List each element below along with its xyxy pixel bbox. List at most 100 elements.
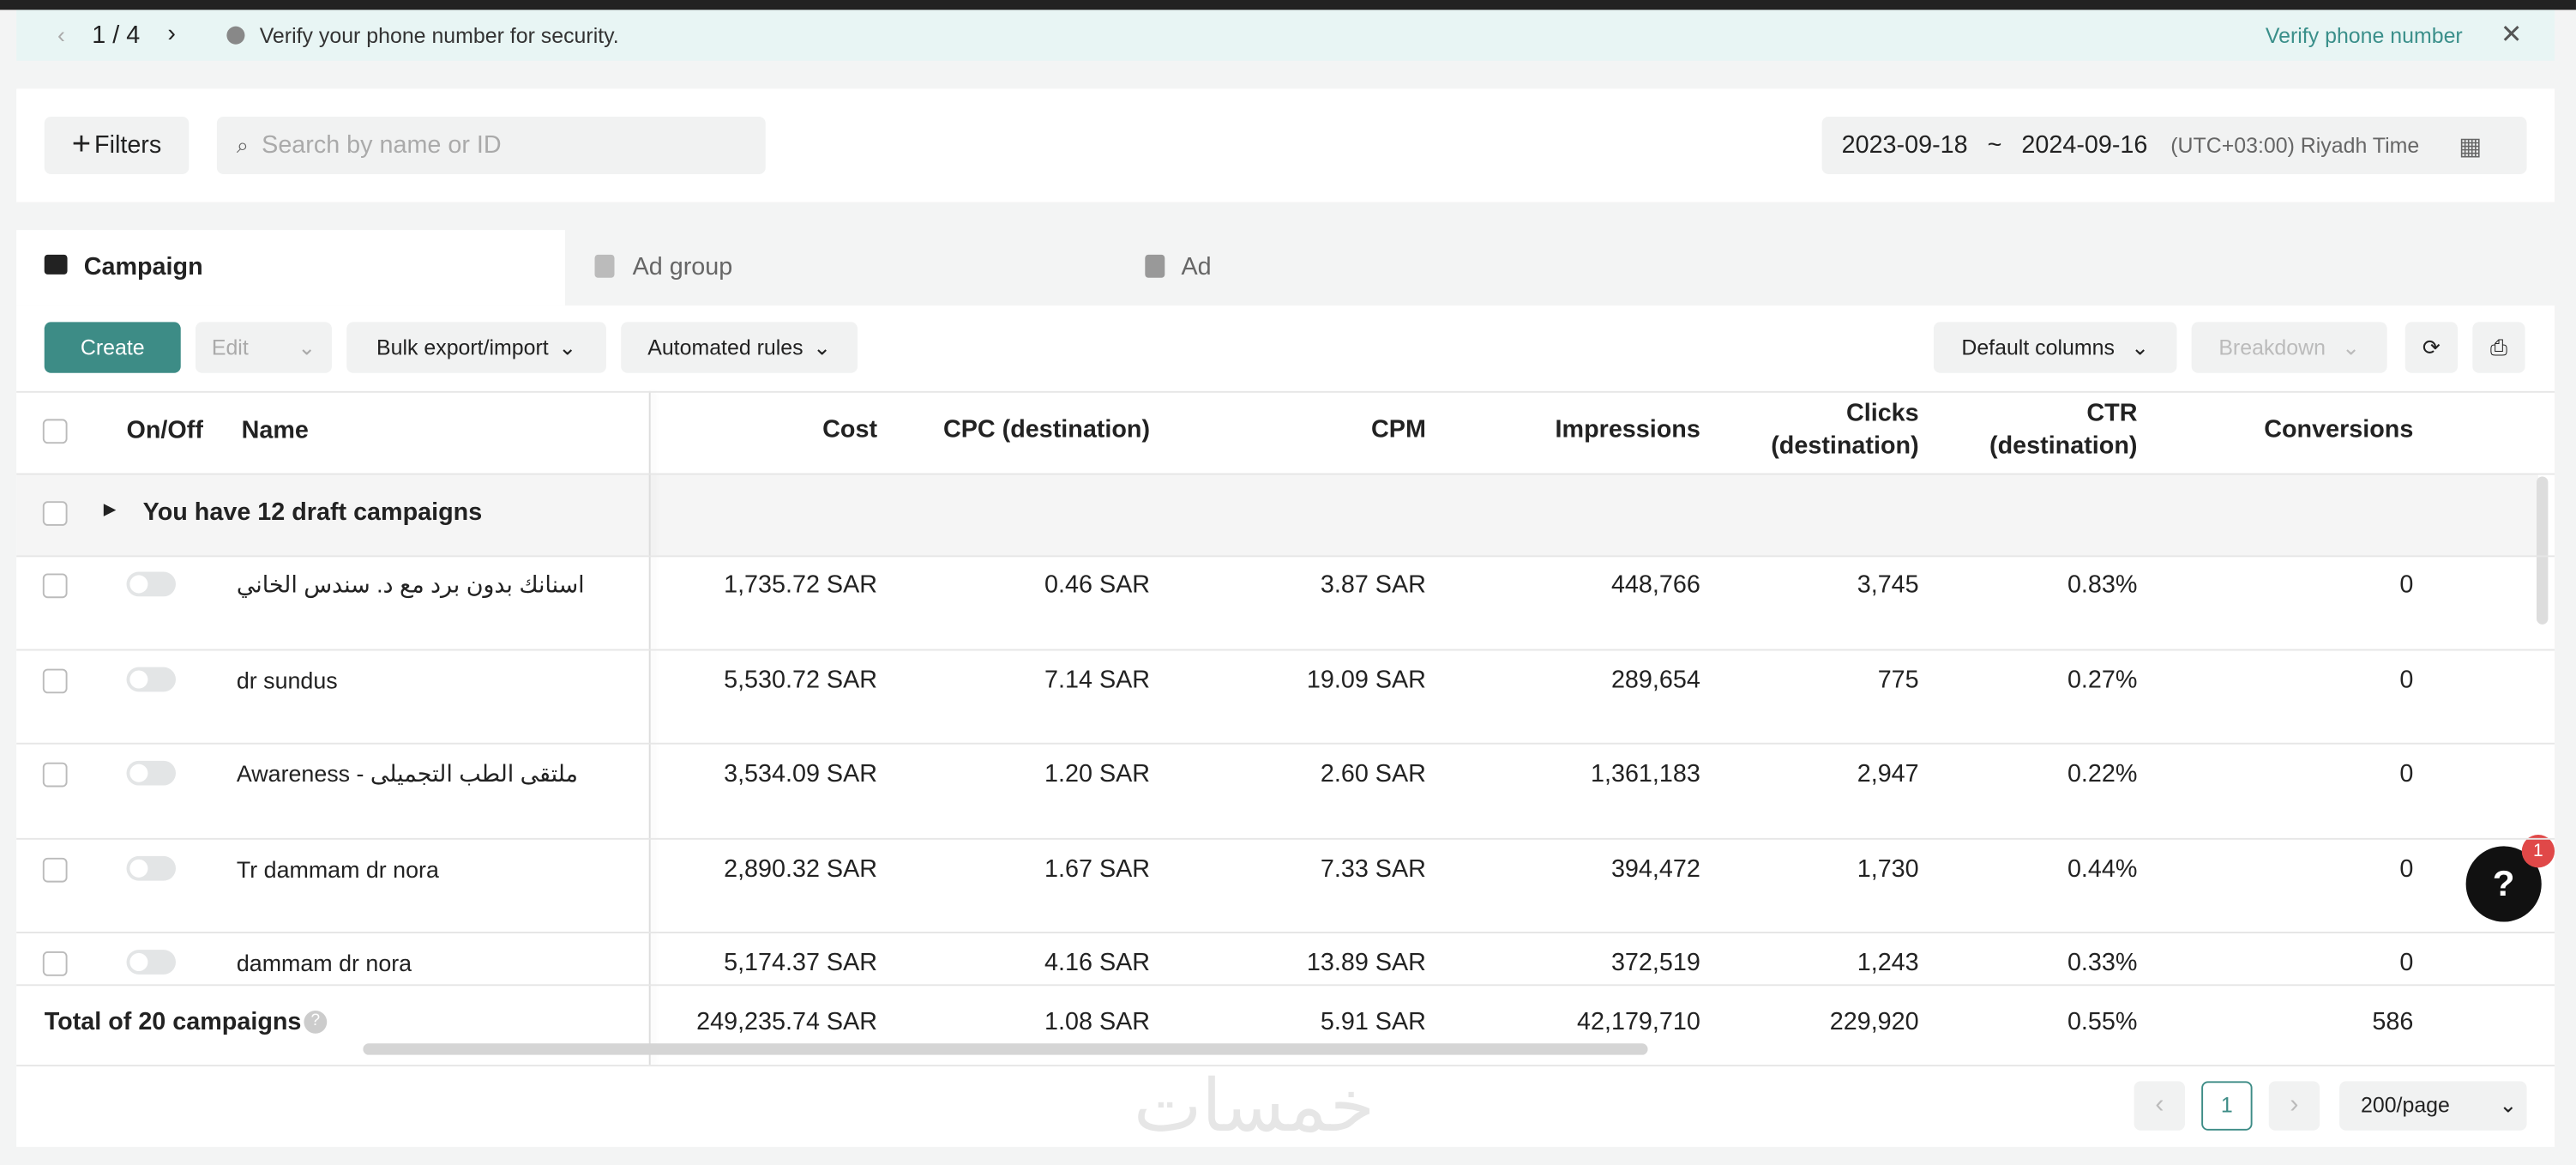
row-line	[16, 1065, 2555, 1067]
h-scrollbar[interactable]	[363, 1043, 1648, 1055]
frozen-divider	[648, 390, 651, 1065]
total-label: Total of 20 campaigns	[44, 1008, 302, 1036]
search-icon: ⌕	[236, 132, 249, 157]
toggle[interactable]	[126, 950, 176, 975]
tab-icon	[594, 254, 615, 278]
cell: 2,947	[1857, 759, 1919, 788]
cell: 0	[2399, 854, 2414, 884]
tab-icon	[1145, 254, 1165, 278]
checkbox[interactable]	[42, 857, 68, 883]
page-current[interactable]: 1	[2201, 1081, 2253, 1131]
breakdown-button[interactable]: Breakdown ⌄	[2191, 322, 2387, 373]
checkbox[interactable]	[42, 501, 68, 526]
edit-button[interactable]: Edit ⌄	[195, 322, 332, 373]
campaign-name[interactable]: Awareness - ملتقى الطب التجميلى	[236, 759, 578, 787]
cell: 0	[2399, 570, 2414, 600]
tab: Campaign	[83, 252, 203, 281]
date-end: 2024-09-16	[2021, 131, 2148, 160]
date-range[interactable]: 2023-09-18 ~ 2024-09-16 (UTC+03:00) Riya…	[1821, 116, 2527, 175]
rules-label: Automated rules	[647, 335, 803, 360]
column-header: On/Off	[126, 416, 203, 445]
cell: 3.87 SAR	[1320, 570, 1426, 600]
create-button[interactable]: Create	[44, 322, 181, 373]
toggle[interactable]	[126, 760, 176, 786]
column-header: CPC (destination)	[942, 415, 1151, 444]
close[interactable]: ✕	[2500, 21, 2523, 50]
campaign-name[interactable]: Tr dammam dr nora	[236, 855, 439, 883]
filters-button[interactable]: + Filters	[44, 116, 190, 175]
total-cell: 249,235.74 SAR	[696, 1008, 878, 1036]
rules-button[interactable]: Automated rules ⌄	[621, 322, 858, 373]
cell: 1.20 SAR	[1044, 759, 1151, 788]
total-cell: 229,920	[1829, 1008, 1919, 1036]
prev[interactable]: ‹	[57, 21, 66, 48]
cell: 7.14 SAR	[1044, 666, 1151, 695]
toggle[interactable]	[126, 571, 176, 597]
refresh-button[interactable]: ⟳	[2404, 322, 2459, 373]
campaign-name[interactable]: dr sundus	[236, 667, 338, 694]
columns-button[interactable]: Default columns ⌄	[1933, 322, 2177, 373]
checkbox[interactable]	[42, 668, 68, 694]
toggle[interactable]	[126, 855, 176, 881]
pager: 1 / 4	[92, 21, 141, 50]
cell: 372,519	[1610, 949, 1700, 977]
column-header: CTR (destination)	[1989, 399, 2138, 461]
row-line	[16, 473, 2555, 475]
cell: 0.83%	[2067, 570, 2138, 600]
cell: 0	[2399, 666, 2414, 695]
search[interactable]: ⌕ Search by name or ID	[216, 116, 766, 175]
cell: 289,654	[1610, 666, 1700, 695]
column-header: Name	[241, 416, 309, 445]
page-prev[interactable]: ‹	[2134, 1081, 2186, 1131]
bulk-button[interactable]: Bulk export/import ⌄	[346, 322, 606, 373]
checkbox[interactable]	[42, 419, 68, 444]
cell: 3,534.09 SAR	[724, 759, 878, 788]
per-page[interactable]: 200/page ⌄	[2339, 1081, 2527, 1131]
verify-link[interactable]: Verify phone number	[2265, 22, 2463, 48]
export-button[interactable]: ⎙	[2472, 322, 2525, 373]
row-line	[16, 742, 2555, 745]
campaign-name[interactable]: dammam dr nora	[236, 950, 412, 976]
cell: 394,472	[1610, 854, 1700, 884]
checkbox[interactable]	[42, 573, 68, 599]
cell: 4.16 SAR	[1044, 949, 1151, 977]
bulk-label: Bulk export/import	[376, 335, 549, 360]
total-cell: 5.91 SAR	[1320, 1008, 1426, 1036]
cell: 775	[1877, 666, 1919, 695]
draft-row[interactable]: You have 12 draft campaigns	[142, 498, 483, 527]
search-placeholder: Search by name or ID	[262, 131, 502, 160]
checkbox[interactable]	[42, 951, 68, 976]
campaign-name[interactable]: اسنانك بدون برد مع د. سندس الخاني	[236, 570, 585, 598]
columns-label: Default columns	[1961, 335, 2115, 360]
v-scrollbar[interactable]	[2536, 476, 2549, 625]
tab-active[interactable]: Campaign	[16, 230, 566, 306]
table-card: Create Edit ⌄ Bulk export/import ⌄ Automat…	[16, 305, 2555, 1147]
row-line	[16, 390, 2555, 393]
tab[interactable]: Ad	[1181, 252, 1212, 281]
checkbox[interactable]	[42, 762, 68, 788]
date-sep: ~	[1987, 131, 2002, 160]
cell: 3,745	[1857, 570, 1919, 600]
tab[interactable]: Ad group	[632, 252, 733, 281]
total-cell: 42,179,710	[1577, 1008, 1700, 1036]
cell: 0.22%	[2067, 759, 2138, 788]
page-next[interactable]: ›	[2268, 1081, 2320, 1131]
draft-row-bg	[16, 473, 2538, 556]
cell: 19.09 SAR	[1306, 666, 1426, 695]
cell: 0.27%	[2067, 666, 2138, 695]
next[interactable]: ›	[167, 19, 176, 48]
banner: ‹ 1 / 4 › Verify your phone number for s…	[16, 9, 2555, 61]
toggle[interactable]	[126, 667, 176, 692]
help-icon: ?	[304, 1010, 328, 1034]
edit-label: Edit	[211, 335, 249, 360]
cell: 1,243	[1857, 949, 1919, 977]
watermark: خمسات	[1133, 1066, 1375, 1147]
cell: 0	[2399, 949, 2414, 977]
cell: 2.60 SAR	[1320, 759, 1426, 788]
cell: 5,174.37 SAR	[724, 949, 878, 977]
cell: 7.33 SAR	[1320, 854, 1426, 884]
expand-arrow[interactable]: ▶	[103, 501, 117, 520]
total-cell: 1.08 SAR	[1044, 1008, 1151, 1036]
